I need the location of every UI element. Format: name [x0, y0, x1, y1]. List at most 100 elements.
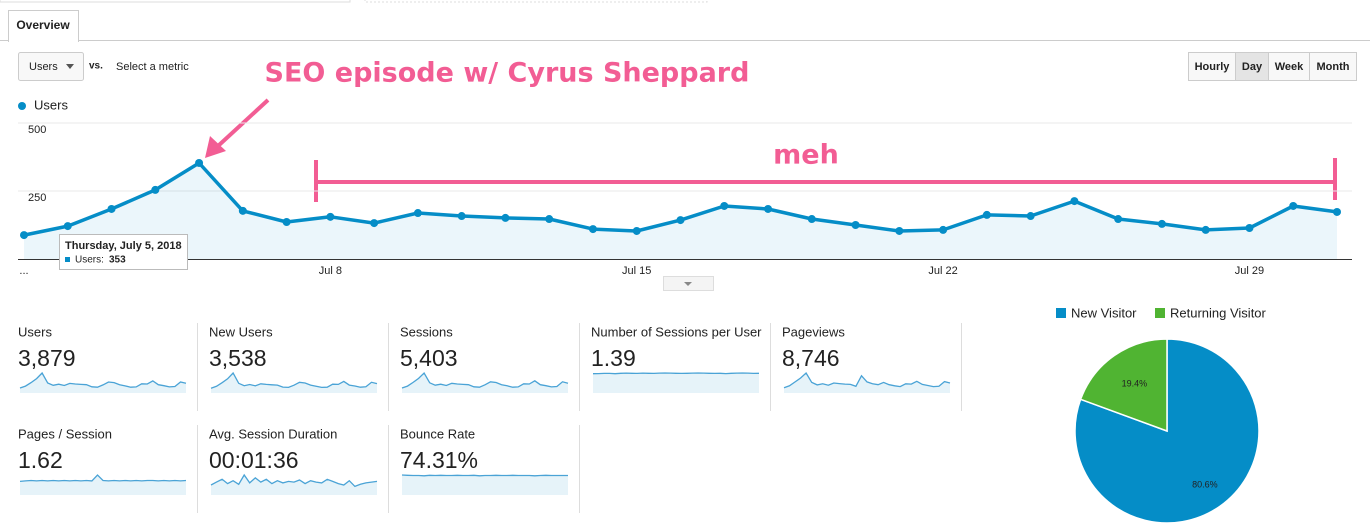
- x-tick-label: Jul 22: [928, 265, 957, 277]
- point[interactable]: [282, 218, 291, 227]
- metric-name: Users: [18, 324, 52, 339]
- tooltip-swatch: [65, 257, 70, 262]
- point[interactable]: [939, 225, 948, 234]
- metric-grid: Users 3,879 New Users 3,538 Sessions 5,403 Num…: [18, 323, 962, 513]
- point[interactable]: [1026, 212, 1035, 221]
- metric-name: Pages / Session: [18, 426, 112, 441]
- point[interactable]: [457, 212, 466, 221]
- pie-slice[interactable]: [1079, 338, 1168, 433]
- pie-slice[interactable]: [1074, 338, 1260, 524]
- slice-label: 19.4%: [1122, 379, 1148, 389]
- metric-name: Avg. Session Duration: [209, 426, 337, 441]
- sparkline: [19, 474, 187, 483]
- point[interactable]: [764, 204, 773, 213]
- metric-value: 5,403: [400, 345, 458, 371]
- point[interactable]: [1245, 223, 1254, 232]
- tooltip-value: 353: [109, 255, 126, 266]
- point[interactable]: [982, 210, 991, 219]
- sparkline-area: [20, 373, 186, 393]
- metric-value: 3,879: [18, 345, 76, 371]
- metric-dropdown-label[interactable]: Users: [29, 61, 58, 73]
- legend-swatch: [1056, 308, 1066, 318]
- point[interactable]: [1114, 215, 1123, 224]
- metric-value: 00:01:36: [209, 447, 299, 473]
- sparkline: [592, 372, 760, 375]
- point[interactable]: [720, 201, 729, 210]
- compare-link[interactable]: Select a metric: [116, 61, 189, 73]
- sparkline: [783, 371, 951, 389]
- tab-cover: [9, 38, 78, 42]
- point[interactable]: [20, 231, 28, 240]
- point[interactable]: [501, 213, 510, 222]
- annotation-bracket: [314, 158, 1337, 202]
- metric-dropdown[interactable]: [18, 52, 84, 81]
- sparkline-area: [211, 475, 377, 495]
- point[interactable]: [413, 209, 422, 218]
- metric-name: Sessions: [400, 324, 453, 339]
- tooltip: Thursday, July 5, 2018 Users: 353: [59, 234, 188, 270]
- visitor-pie: New Visitor Returning Visitor 80.6% 19.4%: [1056, 305, 1267, 524]
- point[interactable]: [895, 226, 904, 235]
- point[interactable]: [370, 219, 379, 228]
- granularity-label[interactable]: Month: [1317, 61, 1350, 73]
- collapse-caret: [684, 282, 692, 286]
- point[interactable]: [807, 215, 816, 224]
- metric-value: 1.62: [18, 447, 63, 473]
- point[interactable]: [1157, 219, 1166, 228]
- metric-value: 8,746: [782, 345, 840, 371]
- area: [24, 163, 1337, 259]
- tab-label[interactable]: Overview: [16, 18, 70, 32]
- metric-name: Bounce Rate: [400, 426, 475, 441]
- point[interactable]: [1201, 225, 1210, 234]
- point[interactable]: [195, 158, 204, 167]
- granularity-button[interactable]: [1235, 52, 1269, 81]
- sparkline: [401, 474, 568, 477]
- point[interactable]: [851, 221, 860, 229]
- metric-name: New Users: [209, 324, 273, 339]
- vs-label: vs.: [89, 61, 103, 72]
- tooltip-box: [59, 234, 188, 270]
- point[interactable]: [63, 222, 72, 231]
- point[interactable]: [238, 206, 247, 215]
- point[interactable]: [1289, 201, 1298, 210]
- y-tick-label: 500: [28, 124, 46, 136]
- point[interactable]: [151, 185, 160, 194]
- x-tick-label: Jul 15: [622, 265, 651, 277]
- granularity-label[interactable]: Hourly: [1195, 61, 1231, 73]
- legend-marker: [18, 102, 26, 110]
- tooltip-date: Thursday, July 5, 2018: [65, 240, 182, 252]
- sparkline-area: [402, 373, 568, 393]
- sparkline: [210, 473, 378, 488]
- sparkline-area: [20, 475, 186, 495]
- point[interactable]: [632, 226, 641, 235]
- point[interactable]: [107, 204, 116, 213]
- top-box: [364, 0, 708, 3]
- metric-value: 74.31%: [400, 447, 478, 473]
- sparkline: [19, 371, 187, 389]
- y-tick-label: 250: [28, 192, 46, 204]
- point[interactable]: [545, 215, 554, 224]
- users-chart: 250 500... Jul 8 Jul 15 Jul 22 Jul 29 Users Thu…: [18, 97, 1352, 277]
- annotation-arrowhead: [205, 136, 226, 158]
- dropdown-caret: [66, 64, 74, 69]
- legend-label: Returning Visitor: [1170, 305, 1267, 320]
- granularity-label[interactable]: Day: [1242, 61, 1263, 73]
- point[interactable]: [1333, 207, 1341, 216]
- metric-value: 3,538: [209, 345, 267, 371]
- point[interactable]: [676, 216, 685, 225]
- point[interactable]: [1070, 197, 1079, 206]
- sparkline-area: [402, 475, 568, 495]
- sparkline-area: [784, 373, 950, 393]
- granularity-button[interactable]: [1309, 52, 1357, 81]
- point[interactable]: [326, 212, 335, 221]
- sparkline-area: [211, 373, 377, 393]
- granularity-group: Hourly Day Week Month: [1188, 52, 1357, 81]
- sparkline: [210, 371, 378, 389]
- metric-name: Number of Sessions per User: [591, 324, 762, 339]
- tooltip-label: Users:: [75, 255, 104, 266]
- legend-swatch: [1155, 308, 1165, 318]
- sparkline: [401, 371, 569, 389]
- point[interactable]: [588, 225, 597, 234]
- granularity-label[interactable]: Week: [1275, 61, 1304, 73]
